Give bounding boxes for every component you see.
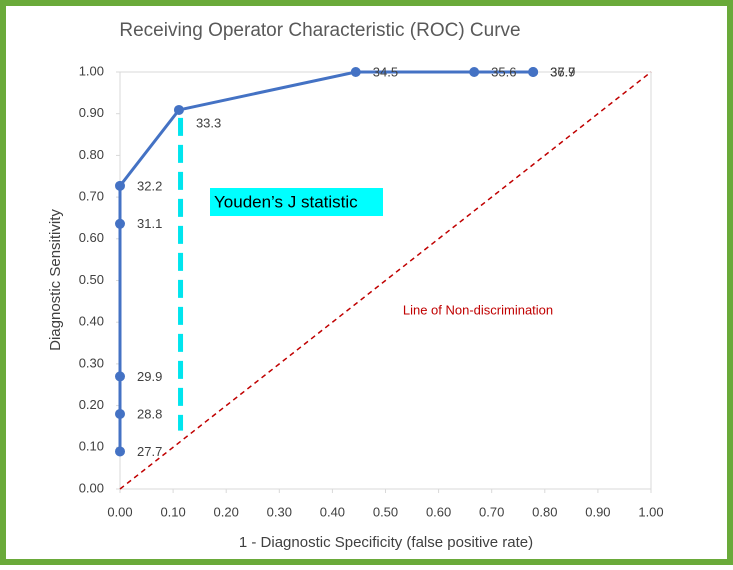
- point-label: 33.3: [196, 115, 221, 130]
- point-label: 37.9: [550, 64, 575, 79]
- data-point: [115, 180, 125, 191]
- point-label: 29.9: [137, 369, 162, 384]
- chart-title: Receiving Operator Characteristic (ROC) …: [119, 20, 520, 41]
- y-tick-label: 0.60: [79, 230, 104, 245]
- x-tick-label: 0.50: [373, 504, 398, 519]
- y-axis-label: Diagnostic Sensitivity: [47, 209, 64, 351]
- data-point: [173, 104, 184, 115]
- series-line: [119, 71, 652, 490]
- data-point: [115, 408, 125, 419]
- data-point: [469, 67, 480, 77]
- point-label: 32.2: [137, 178, 162, 193]
- y-tick-label: 0.50: [79, 272, 104, 287]
- y-tick-label: 0.70: [79, 189, 104, 204]
- data-point: [350, 67, 361, 77]
- y-tick-label: 1.00: [79, 63, 104, 78]
- point-label: 36.7: [550, 64, 575, 79]
- x-tick-label: 0.10: [160, 504, 185, 519]
- data-point: [115, 446, 125, 457]
- y-tick-label: 0.00: [79, 480, 104, 495]
- x-axis-label: 1 - Diagnostic Specificity (false positi…: [239, 534, 533, 551]
- x-tick-label: 1.00: [638, 504, 663, 519]
- x-tick-label: 0.60: [426, 504, 451, 519]
- data-point: [528, 67, 539, 77]
- y-tick-label: 0.10: [79, 439, 104, 454]
- annotation: Line of Non-discrimination: [403, 302, 553, 317]
- x-tick-label: 0.90: [585, 504, 610, 519]
- annotation: Youden’s J statistic: [214, 192, 358, 211]
- annotation-box: [210, 188, 383, 216]
- point-label: 34.5: [373, 64, 398, 79]
- x-tick-label: 0.40: [320, 504, 345, 519]
- data-point: [115, 371, 125, 382]
- data-point: [115, 218, 125, 229]
- y-tick-label: 0.90: [79, 105, 104, 120]
- x-tick-label: 0.20: [214, 504, 239, 519]
- y-tick-label: 0.30: [79, 355, 104, 370]
- y-tick-label: 0.80: [79, 147, 104, 162]
- point-label: 28.8: [137, 406, 162, 421]
- x-tick-label: 0.80: [532, 504, 557, 519]
- x-tick-label: 0.30: [267, 504, 292, 519]
- y-tick-label: 0.20: [79, 397, 104, 412]
- x-tick-label: 0.00: [107, 504, 132, 519]
- point-label: 31.1: [137, 216, 162, 231]
- point-label: 35.6: [491, 64, 516, 79]
- x-tick-label: 0.70: [479, 504, 504, 519]
- point-label: 27.7: [137, 444, 162, 459]
- y-tick-label: 0.40: [79, 314, 104, 329]
